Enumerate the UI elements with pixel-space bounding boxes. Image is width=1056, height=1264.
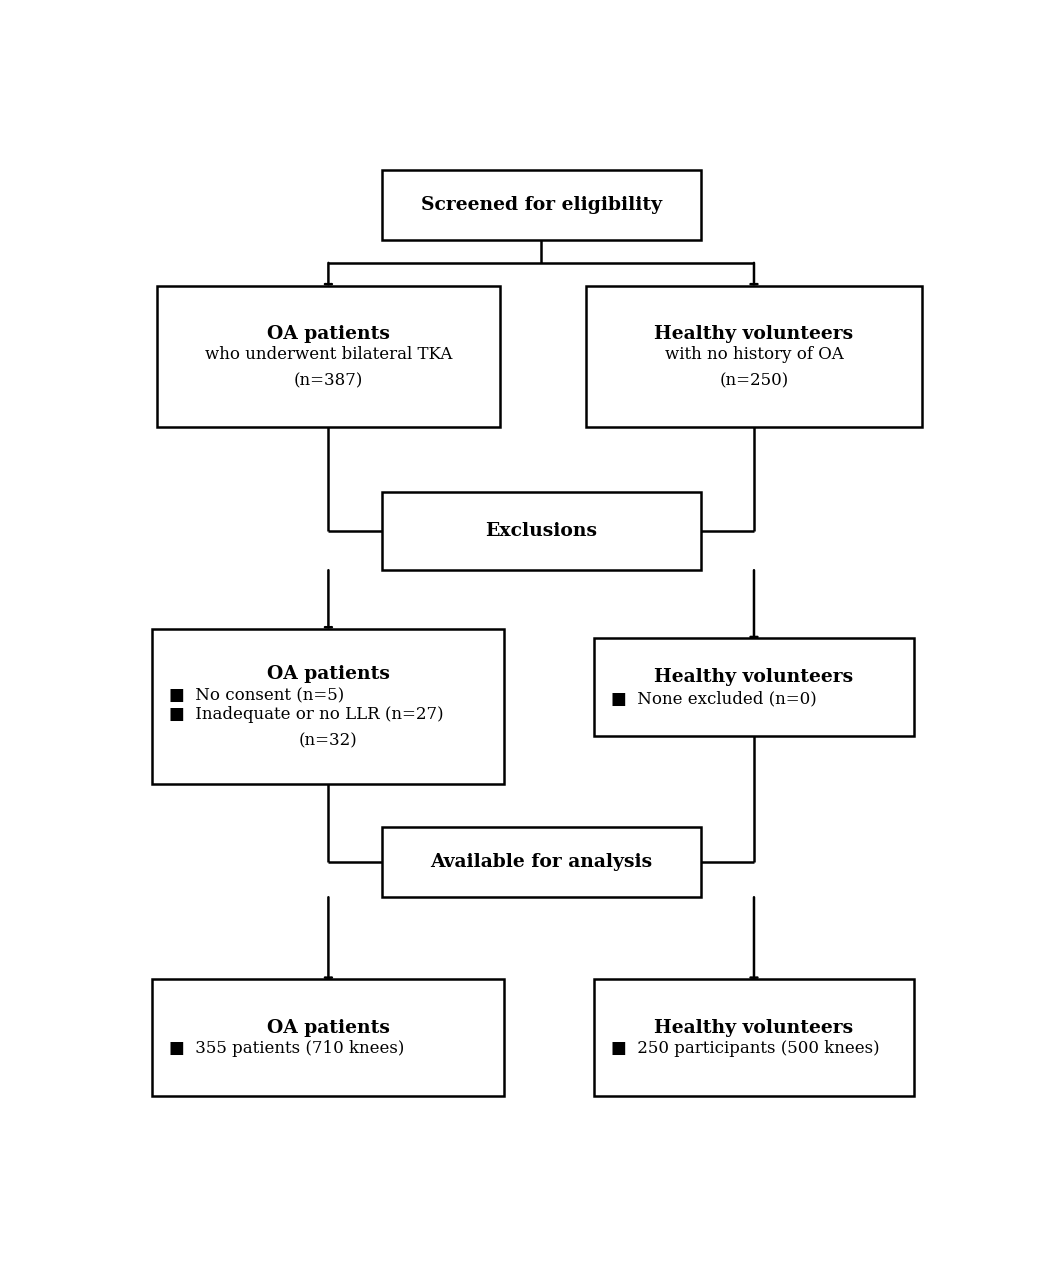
Text: Exclusions: Exclusions	[485, 522, 598, 540]
Text: (n=250): (n=250)	[719, 372, 789, 389]
Text: Healthy volunteers: Healthy volunteers	[655, 1019, 853, 1036]
Bar	[595, 638, 913, 736]
Text: Healthy volunteers: Healthy volunteers	[655, 669, 853, 686]
Text: OA patients: OA patients	[267, 325, 390, 343]
Bar	[152, 628, 505, 784]
Text: who underwent bilateral TKA: who underwent bilateral TKA	[205, 346, 452, 363]
Text: Available for analysis: Available for analysis	[430, 853, 653, 871]
Text: ■  None excluded (n=0): ■ None excluded (n=0)	[610, 690, 816, 707]
Text: Screened for eligibility: Screened for eligibility	[420, 196, 662, 214]
Text: ■  250 participants (500 knees): ■ 250 participants (500 knees)	[610, 1040, 880, 1058]
Bar	[595, 978, 913, 1096]
Bar	[152, 978, 505, 1096]
Text: (n=32): (n=32)	[299, 732, 358, 750]
Bar	[156, 286, 501, 427]
Text: OA patients: OA patients	[267, 1019, 390, 1036]
Text: (n=387): (n=387)	[294, 372, 363, 389]
Bar	[586, 286, 922, 427]
Bar	[381, 827, 701, 897]
Text: OA patients: OA patients	[267, 665, 390, 684]
Text: ■  Inadequate or no LLR (n=27): ■ Inadequate or no LLR (n=27)	[169, 707, 444, 723]
Text: ■  No consent (n=5): ■ No consent (n=5)	[169, 688, 344, 704]
Text: Healthy volunteers: Healthy volunteers	[655, 325, 853, 343]
Text: with no history of OA: with no history of OA	[664, 346, 844, 363]
Bar	[381, 171, 701, 240]
Bar	[381, 493, 701, 570]
Text: ■  355 patients (710 knees): ■ 355 patients (710 knees)	[169, 1040, 404, 1058]
